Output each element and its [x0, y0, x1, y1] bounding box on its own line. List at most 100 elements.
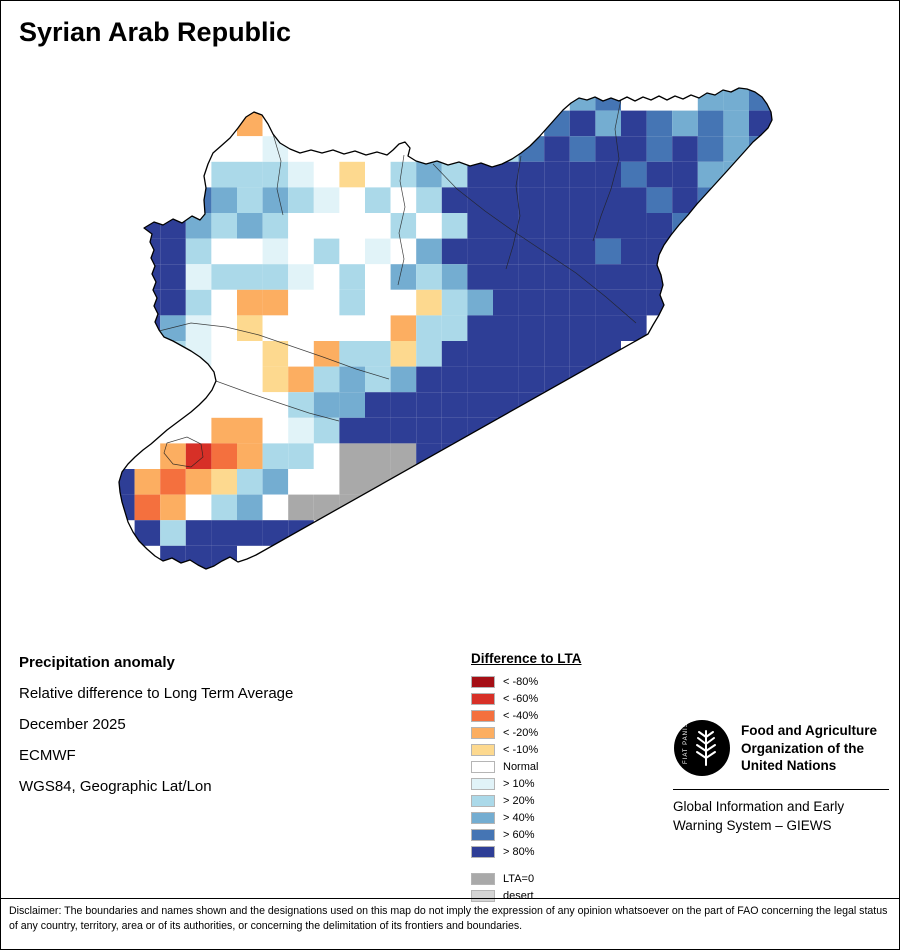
legend-label: Normal: [503, 760, 539, 773]
grid-cell: [441, 341, 468, 367]
legend-swatch: [471, 872, 495, 885]
grid-cell: [672, 110, 698, 137]
grid-cell: [262, 213, 289, 239]
legend-items: < -80% < -60% < -40% < -20% < -10% Normal > 10…: [471, 673, 582, 904]
grid-cell: [544, 136, 570, 162]
grid-cell: [595, 238, 621, 265]
legend-swatch: [471, 811, 495, 824]
grid-cell: [313, 469, 340, 495]
legend-item: > 40%: [471, 809, 582, 826]
grid-cell: [416, 187, 442, 213]
grid-cell: [467, 341, 493, 367]
grid-cell: [441, 213, 468, 239]
grid-cell: [544, 213, 570, 239]
grid-cell: [288, 469, 314, 495]
grid-cell: [493, 136, 519, 162]
grid-cell: [416, 443, 442, 469]
grid-cell: [134, 264, 161, 290]
grid-cell: [237, 341, 263, 367]
grid-cell: [211, 161, 237, 188]
legend-swatch: [471, 845, 495, 858]
grid-cell: [621, 161, 647, 188]
grid-cell: [390, 161, 417, 188]
grid-cell: [416, 213, 442, 239]
grid-cell: [441, 136, 468, 162]
grid-cell: [621, 213, 647, 239]
wheat-icon: [696, 730, 716, 766]
grid-cell: [646, 110, 673, 137]
grid-cell: [621, 264, 647, 290]
grid-cell: [441, 264, 468, 290]
grid-cell: [262, 238, 289, 265]
grid-cell: [313, 417, 340, 444]
grid-cell: [134, 238, 161, 265]
grid-cell: [288, 417, 314, 444]
grid-cell: [646, 264, 673, 290]
grid-cell: [467, 238, 493, 265]
grid-cell: [211, 264, 237, 290]
legend-item: < -40%: [471, 707, 582, 724]
grid-cell: [544, 187, 570, 213]
grid-cell: [237, 187, 263, 213]
grid-cell: [134, 469, 161, 495]
grid-cell: [441, 289, 468, 316]
grid-cell: [672, 213, 698, 239]
grid-cell: [518, 264, 545, 290]
grid-cell: [160, 264, 186, 290]
info-projection: WGS84, Geographic Lat/Lon: [19, 778, 212, 795]
legend-item: > 20%: [471, 792, 582, 809]
grid-cell: [288, 494, 314, 521]
grid-cell: [518, 315, 545, 341]
legend-item: < -80%: [471, 673, 582, 690]
grid-cell: [416, 469, 442, 495]
legend-swatch: [471, 692, 495, 705]
legend-swatch: [471, 726, 495, 739]
info-heading: Precipitation anomaly: [19, 654, 175, 671]
grid-cell: [237, 417, 263, 444]
grid-cell: [262, 187, 289, 213]
grid-cell: [185, 469, 212, 495]
grid-cell: [723, 136, 749, 162]
grid-cell: [569, 341, 596, 367]
grid-cell: [467, 289, 493, 316]
grid-cell: [288, 187, 314, 213]
grid-cell: [595, 161, 621, 188]
grid-cell: [262, 520, 289, 546]
grid-cell: [160, 469, 186, 495]
grid-cell: [416, 392, 442, 418]
fao-divider: [673, 789, 889, 790]
grid-cell: [339, 213, 365, 239]
grid-cell: [569, 187, 596, 213]
grid-cell: [237, 315, 263, 341]
grid-cell: [646, 289, 673, 316]
grid-cell: [211, 187, 237, 213]
legend-item: LTA=0: [471, 870, 582, 887]
grid-cell: [595, 213, 621, 239]
grid-cell: [262, 315, 289, 341]
legend-swatch: [471, 675, 495, 688]
grid-cell: [262, 161, 289, 188]
grid-cell: [237, 443, 263, 469]
grid-cell: [237, 520, 263, 546]
legend-label: < -80%: [503, 675, 539, 688]
grid-cell: [467, 392, 493, 418]
grid-cell: [441, 417, 468, 444]
grid-cell: [441, 187, 468, 213]
grid-cell: [416, 161, 442, 188]
grid-cell: [467, 264, 493, 290]
grid-cell: [160, 238, 186, 265]
grid-cell: [493, 264, 519, 290]
grid-cell: [262, 264, 289, 290]
grid-cell: [390, 238, 417, 265]
legend-item: < -10%: [471, 741, 582, 758]
grid-cell: [416, 264, 442, 290]
grid-cell: [313, 187, 340, 213]
grid-cell: [185, 315, 212, 341]
grid-cell: [723, 110, 749, 137]
legend-swatch: [471, 743, 495, 756]
grid-cell: [365, 417, 391, 444]
grid-cell: [288, 136, 314, 162]
fao-logo: FIAT PANIS: [674, 720, 730, 776]
legend-item: > 60%: [471, 826, 582, 843]
grid-cell: [697, 110, 724, 137]
